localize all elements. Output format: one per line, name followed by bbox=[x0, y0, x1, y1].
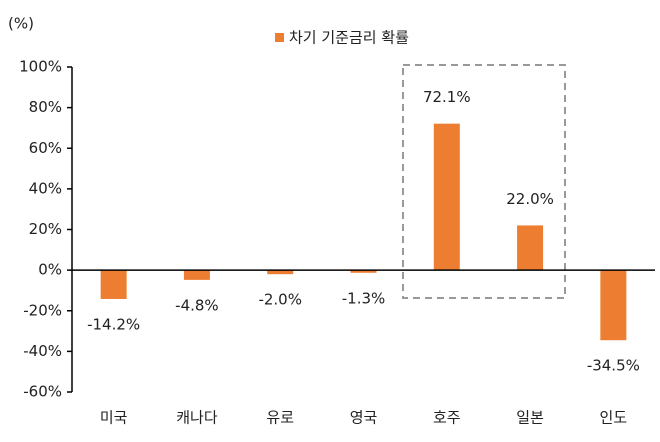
bar bbox=[350, 270, 377, 273]
legend-label: 차기 기준금리 확률 bbox=[289, 29, 409, 47]
y-tick-label: -20% bbox=[23, 301, 62, 319]
y-tick-label: -60% bbox=[23, 383, 62, 401]
value-label: -14.2% bbox=[87, 315, 140, 333]
y-tick-label: 80% bbox=[29, 98, 62, 116]
bar bbox=[183, 270, 210, 280]
bar bbox=[517, 225, 544, 271]
legend-swatch bbox=[275, 33, 284, 42]
x-tick-label: 캐나다 bbox=[176, 409, 218, 427]
value-label: -34.5% bbox=[587, 357, 640, 375]
y-tick-label: -40% bbox=[23, 342, 62, 360]
value-label: -2.0% bbox=[258, 291, 302, 309]
bar bbox=[267, 270, 294, 275]
y-tick-label: 20% bbox=[29, 220, 62, 238]
x-tick-label: 미국 bbox=[100, 409, 128, 427]
y-tick-label: 100% bbox=[19, 58, 62, 76]
y-tick-label: 40% bbox=[29, 179, 62, 197]
bar bbox=[100, 270, 127, 299]
x-tick-label: 영국 bbox=[350, 409, 378, 427]
x-tick-label: 일본 bbox=[516, 409, 544, 427]
y-tick-label: 60% bbox=[29, 139, 62, 157]
x-tick-label: 호주 bbox=[433, 409, 461, 427]
bar bbox=[600, 270, 627, 341]
x-tick-label: 인도 bbox=[600, 409, 628, 427]
y-axis-title: (%) bbox=[8, 15, 34, 33]
value-label: -4.8% bbox=[175, 296, 219, 314]
x-tick-label: 유로 bbox=[266, 409, 294, 427]
value-label: -1.3% bbox=[342, 289, 386, 307]
bar bbox=[433, 123, 460, 271]
highlight-box bbox=[402, 64, 566, 299]
value-label: 72.1% bbox=[423, 88, 471, 106]
y-tick-label: 0% bbox=[38, 261, 62, 279]
value-label: 22.0% bbox=[506, 190, 554, 208]
